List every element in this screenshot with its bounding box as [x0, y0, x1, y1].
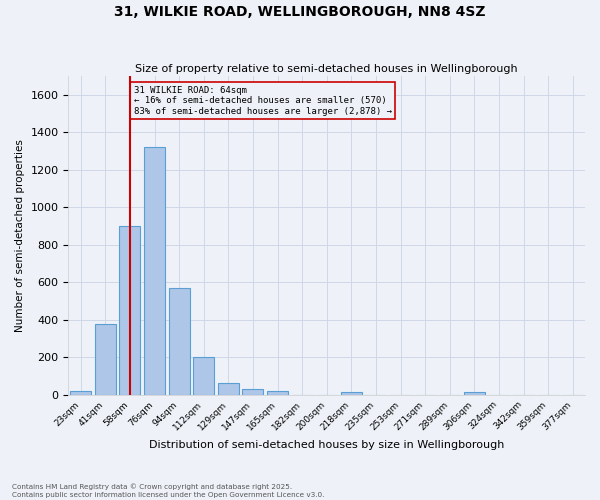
- Bar: [464, 392, 485, 394]
- Bar: [119, 226, 140, 394]
- Bar: [95, 324, 116, 394]
- Text: 31 WILKIE ROAD: 64sqm
← 16% of semi-detached houses are smaller (570)
83% of sem: 31 WILKIE ROAD: 64sqm ← 16% of semi-deta…: [134, 86, 392, 116]
- Text: 31, WILKIE ROAD, WELLINGBOROUGH, NN8 4SZ: 31, WILKIE ROAD, WELLINGBOROUGH, NN8 4SZ: [114, 5, 486, 19]
- Bar: [70, 391, 91, 394]
- Bar: [267, 391, 288, 394]
- Bar: [242, 389, 263, 394]
- Bar: [218, 382, 239, 394]
- Text: Contains HM Land Registry data © Crown copyright and database right 2025.
Contai: Contains HM Land Registry data © Crown c…: [12, 484, 325, 498]
- Bar: [341, 392, 362, 394]
- Bar: [144, 148, 165, 394]
- Bar: [169, 288, 190, 395]
- Y-axis label: Number of semi-detached properties: Number of semi-detached properties: [15, 139, 25, 332]
- Bar: [193, 357, 214, 395]
- Title: Size of property relative to semi-detached houses in Wellingborough: Size of property relative to semi-detach…: [136, 64, 518, 74]
- X-axis label: Distribution of semi-detached houses by size in Wellingborough: Distribution of semi-detached houses by …: [149, 440, 505, 450]
